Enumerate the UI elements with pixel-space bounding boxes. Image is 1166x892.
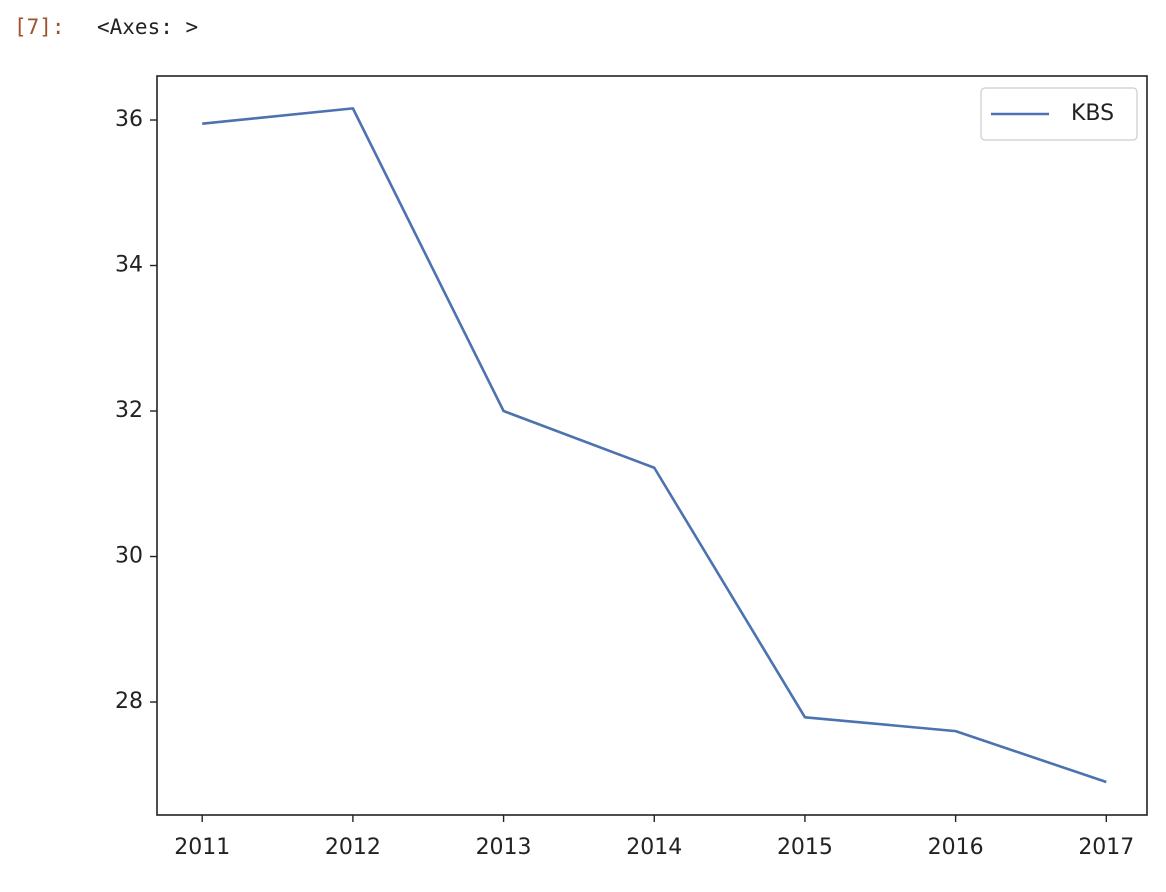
x-tick-label: 2016: [928, 835, 984, 860]
x-tick-label: 2014: [626, 835, 682, 860]
y-tick-label: 32: [115, 398, 143, 423]
y-tick-label: 30: [115, 544, 143, 569]
x-tick-label: 2012: [325, 835, 381, 860]
cell-output: <Axes: >: [97, 15, 199, 39]
x-tick-label: 2015: [777, 835, 833, 860]
x-tick-label: 2011: [174, 835, 230, 860]
y-tick-label: 28: [115, 689, 143, 714]
legend-box: [980, 87, 1138, 141]
plot-frame: [156, 75, 1148, 816]
prompt: [7]:: [14, 15, 65, 39]
legend-label: KBS: [1071, 101, 1114, 126]
x-tick-label: 2013: [476, 835, 532, 860]
line-series: [202, 107, 1107, 784]
x-tick-label: 2017: [1078, 835, 1134, 860]
y-tick-label: 36: [115, 107, 143, 132]
y-tick-label: 34: [115, 253, 143, 278]
